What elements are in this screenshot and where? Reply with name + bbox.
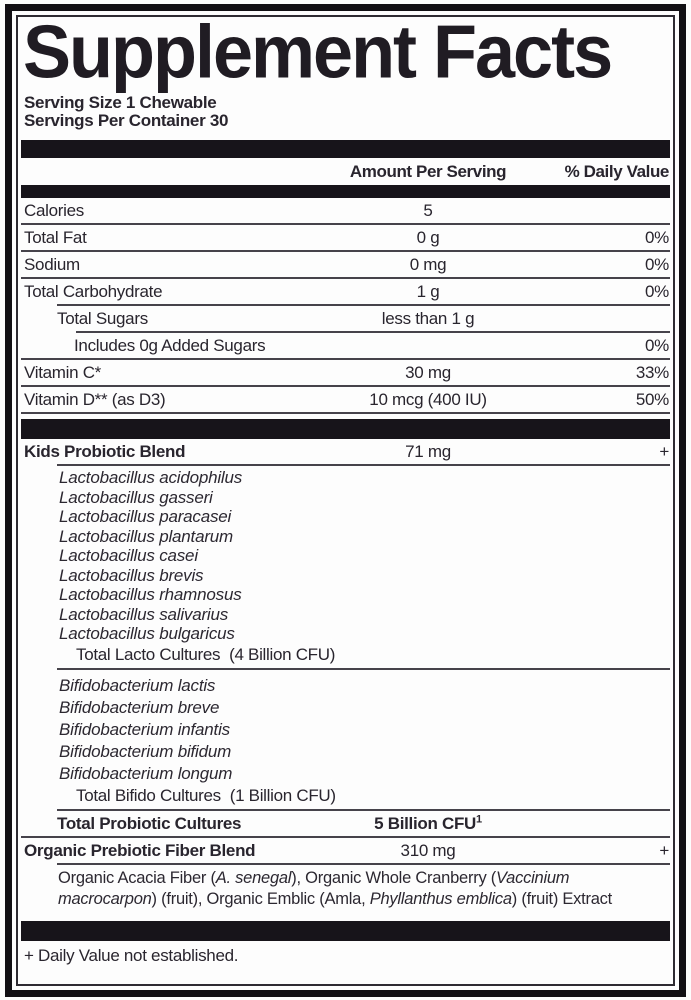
column-header-amount: Amount Per Serving [349,162,507,181]
row-label: Organic Prebiotic Fiber Blend [24,840,256,860]
desc-text: Organic Acacia Fiber ( [58,868,216,887]
table-row-vitamin-d: Vitamin D** (as D3) 10 mcg (400 IU) 50% [21,387,670,412]
table-row-sodium: Sodium 0 mg 0% [21,252,670,277]
species-item: Lactobacillus salivarius [59,604,229,624]
row-daily-value: 0% [645,336,669,355]
table-row-vitamin-c: Vitamin C* 30 mg 33% [21,360,670,385]
desc-latin-name: A. senegal [215,868,292,887]
species-item: Bifidobacterium longum [59,763,233,783]
row-daily-value: 0% [645,282,669,301]
species-item: Lactobacillus rhamnosus [59,585,242,604]
row-amount: 0 g [416,228,440,247]
row-separator-indented [57,464,670,466]
row-separator-indented [57,808,670,811]
table-row-total-fat: Total Fat 0 g 0% [21,225,670,250]
footnote-superscript: 1 [476,812,482,825]
row-separator-indented [76,331,670,333]
row-amount: 1 g [416,282,440,301]
label-outer-border: Supplement Facts Serving Size 1 Chewable… [5,4,686,997]
row-amount: less than 1 g [381,309,475,328]
row-separator [21,250,670,252]
divider-bar-top [21,140,670,158]
species-item: Lactobacillus brevis [59,565,204,585]
divider-bar-header [21,185,670,198]
species-item: Lactobacillus acidophilus [59,468,243,487]
species-item: Bifidobacterium bifidum [59,741,232,761]
column-header-row: Amount Per Serving % Daily Value [21,158,670,185]
row-label: Vitamin C* [24,363,101,382]
column-header-daily-value: % Daily Value [564,162,670,181]
row-amount: 10 mcg (400 IU) [369,390,487,409]
desc-latin-name: Vaccinium macrocarpon [58,868,570,908]
row-label: Kids Probiotic Blend [24,442,186,461]
row-amount: 30 mg [405,363,451,382]
prebiotic-ingredients-description: Organic Acacia Fiber (A. senegal), Organ… [21,865,670,914]
row-amount: 310 mg [400,840,456,860]
row-label: Vitamin D** (as D3) [24,390,166,409]
desc-text: ) (fruit) Extract [511,889,613,908]
row-separator [21,385,670,387]
species-item: Bifidobacterium lactis [59,675,216,695]
row-label: Includes 0g Added Sugars [74,336,266,355]
row-label: Total Fat [24,228,87,247]
row-label: Sodium [24,255,80,274]
row-label: Total Probiotic Cultures [57,813,242,833]
species-item: Lactobacillus bulgaricus [59,624,235,643]
row-separator-indented [57,862,670,865]
row-separator [21,277,670,279]
bifidobacterium-species-list: Bifidobacterium lactis Bifidobacterium b… [21,673,670,786]
table-row-total-sugars: Total Sugars less than 1 g [21,306,670,331]
desc-text: ), Organic Whole Cranberry ( [291,868,497,887]
page-title: Supplement Facts [23,15,613,94]
row-amount: 5 [423,201,433,220]
bifido-block: Bifidobacterium lactis Bifidobacterium b… [21,670,670,809]
serving-info: Serving Size 1 Chewable Servings Per Con… [21,84,670,130]
row-amount: 0 mg [409,255,447,274]
daily-value-footnote: + Daily Value not established. [24,945,239,965]
serving-size: Serving Size 1 Chewable [24,93,217,112]
row-label: Total Sugars [57,309,148,328]
row-daily-value: + [659,442,669,461]
row-separator [21,223,670,225]
row-separator-indented [57,304,670,306]
species-item: Bifidobacterium infantis [59,719,230,739]
divider-bar-bottom [21,920,670,941]
row-separator [21,358,670,360]
species-item: Lactobacillus casei [59,546,198,565]
row-separator-indented [57,667,670,670]
desc-latin-name: Phyllanthus emblica [369,889,512,908]
servings-per-container: Servings Per Container 30 [24,111,229,130]
desc-text: ) (fruit), Organic Emblic (Amla, [151,889,370,908]
row-separator [21,835,670,838]
lacto-cultures-total: Total Lacto Cultures (4 Billion CFU) [76,644,336,664]
row-label: Calories [24,201,84,220]
bifido-cultures-total: Total Bifido Cultures (1 Billion CFU) [76,785,336,805]
row-daily-value: 0% [645,228,669,247]
row-amount-text: 5 Billion CFU [374,813,477,833]
table-row-calories: Calories 5 [21,198,670,223]
table-row-total-carbohydrate: Total Carbohydrate 1 g 0% [21,279,670,304]
row-daily-value: + [659,840,669,860]
species-item: Bifidobacterium breve [59,697,220,717]
row-amount: 71 mg [405,442,451,461]
table-row-probiotic-blend: Kids Probiotic Blend 71 mg + [21,439,670,464]
row-daily-value: 33% [635,363,669,382]
row-daily-value: 0% [645,255,669,274]
row-amount: 5 Billion CFU1 [308,812,548,834]
table-row-prebiotic-fiber-blend: Organic Prebiotic Fiber Blend 310 mg + [21,838,670,863]
row-label: Total Carbohydrate [24,282,163,301]
species-item: Lactobacillus plantarum [59,526,233,546]
divider-bar-probiotic [21,419,670,439]
species-item: Lactobacillus gasseri [59,487,213,507]
row-separator [21,412,670,414]
lactobacillus-species-list: Lactobacillus acidophilus Lactobacillus … [21,466,670,645]
table-row-added-sugars: Includes 0g Added Sugars 0% [21,333,670,358]
table-row-total-probiotic-cultures: Total Probiotic Cultures 5 Billion CFU1 [21,811,670,836]
label-inner-border: Supplement Facts Serving Size 1 Chewable… [16,15,675,986]
row-daily-value: 50% [635,390,669,409]
species-item: Lactobacillus paracasei [59,507,232,526]
